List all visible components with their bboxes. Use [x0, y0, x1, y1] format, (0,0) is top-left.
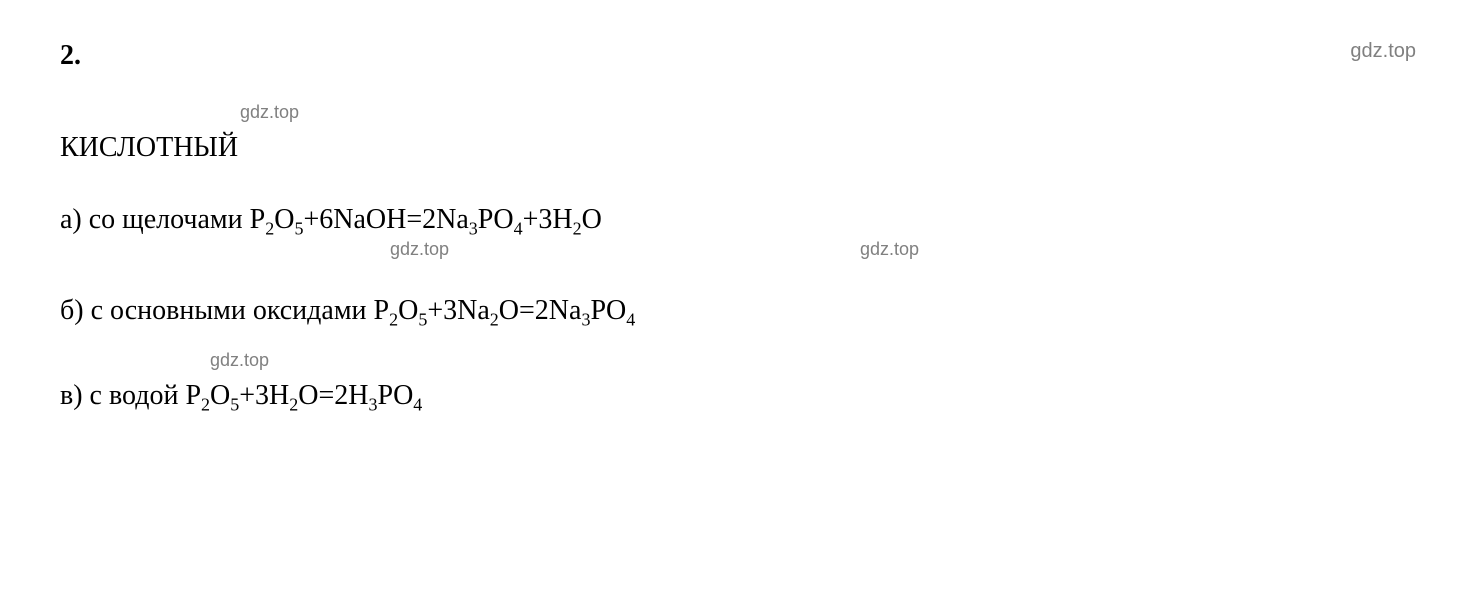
equation-a-label: а) со щелочами — [60, 204, 243, 235]
formula-text: P — [250, 204, 266, 235]
formula-sub: 3 — [369, 395, 378, 415]
equation-b-label: б) с основными оксидами — [60, 295, 367, 326]
formula-text: PO — [378, 380, 414, 411]
formula-sub: 2 — [201, 395, 210, 415]
watermark-above-eq-c: gdz.top — [210, 350, 269, 371]
formula-text: O — [582, 204, 602, 235]
formula-text: O — [210, 380, 230, 411]
watermark-top-right: gdz.top — [1350, 40, 1416, 63]
equation-c: gdz.top в) с водой P2O5+3H2O=2H3PO4 — [60, 380, 1416, 416]
formula-text: O=2Na — [499, 295, 582, 326]
equation-b-formula: P2O5+3Na2O=2Na3PO4 — [374, 295, 636, 326]
equation-a: а) со щелочами P2O5+6NaOH=2Na3PO4+3H2O g… — [60, 204, 1416, 240]
formula-text: +6NaOH=2Na — [303, 204, 468, 235]
formula-sub: 3 — [469, 219, 478, 239]
formula-sub: 2 — [490, 309, 499, 329]
formula-text: PO — [590, 295, 626, 326]
header-row: 2. gdz.top — [60, 40, 1416, 72]
formula-text: PO — [478, 204, 514, 235]
formula-sub: 5 — [418, 309, 427, 329]
watermark-above-title: gdz.top — [240, 102, 299, 123]
equation-a-formula: P2O5+6NaOH=2Na3PO4+3H2O — [250, 204, 602, 235]
formula-text: +3H — [523, 204, 573, 235]
watermark-eq-a-left: gdz.top — [390, 239, 449, 260]
formula-text: O — [398, 295, 418, 326]
formula-text: O=2H — [298, 380, 368, 411]
formula-sub: 2 — [289, 395, 298, 415]
section-title: КИСЛОТНЫЙ — [60, 132, 238, 163]
formula-sub: 2 — [573, 219, 582, 239]
formula-text: O — [274, 204, 294, 235]
formula-sub: 2 — [389, 309, 398, 329]
question-number: 2. — [60, 40, 81, 72]
formula-text: P — [374, 295, 390, 326]
formula-text: +3Na — [427, 295, 489, 326]
formula-text: P — [185, 380, 201, 411]
formula-sub: 5 — [230, 395, 239, 415]
formula-sub: 4 — [626, 309, 635, 329]
equation-c-label: в) с водой — [60, 380, 178, 411]
section-title-container: gdz.top КИСЛОТНЫЙ — [60, 132, 1416, 164]
formula-text: +3H — [239, 380, 289, 411]
watermark-eq-a-right: gdz.top — [860, 239, 919, 260]
formula-sub: 4 — [413, 395, 422, 415]
equation-c-formula: P2O5+3H2O=2H3PO4 — [185, 380, 422, 411]
equation-b: б) с основными оксидами P2O5+3Na2O=2Na3P… — [60, 295, 1416, 331]
formula-sub: 4 — [514, 219, 523, 239]
formula-sub: 2 — [265, 219, 274, 239]
